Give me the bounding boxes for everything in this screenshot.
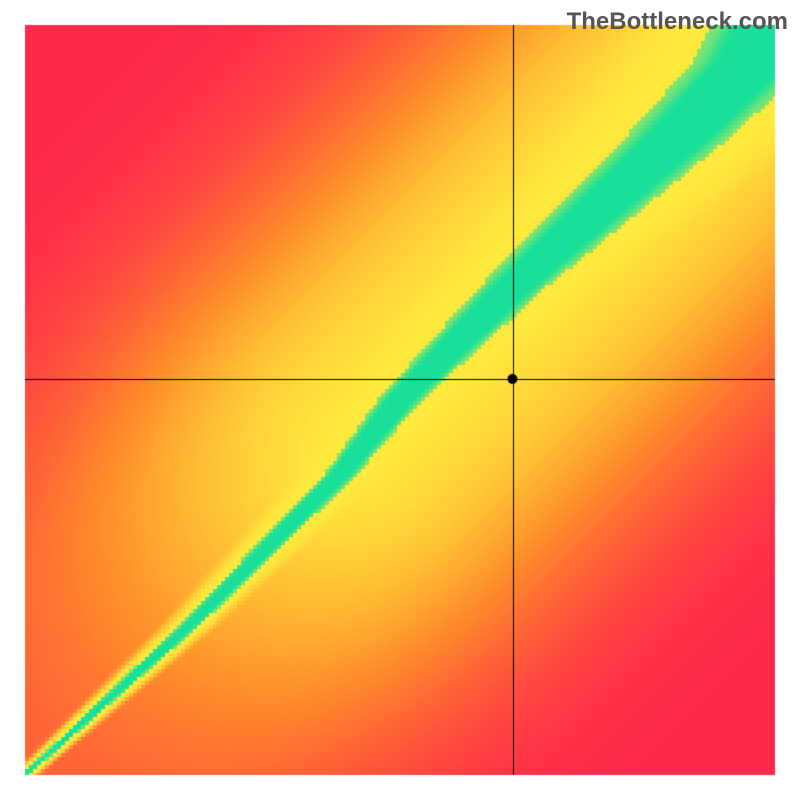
watermark-text: TheBottleneck.com bbox=[567, 8, 788, 36]
bottleneck-heatmap bbox=[0, 0, 800, 800]
chart-container: TheBottleneck.com bbox=[0, 0, 800, 800]
